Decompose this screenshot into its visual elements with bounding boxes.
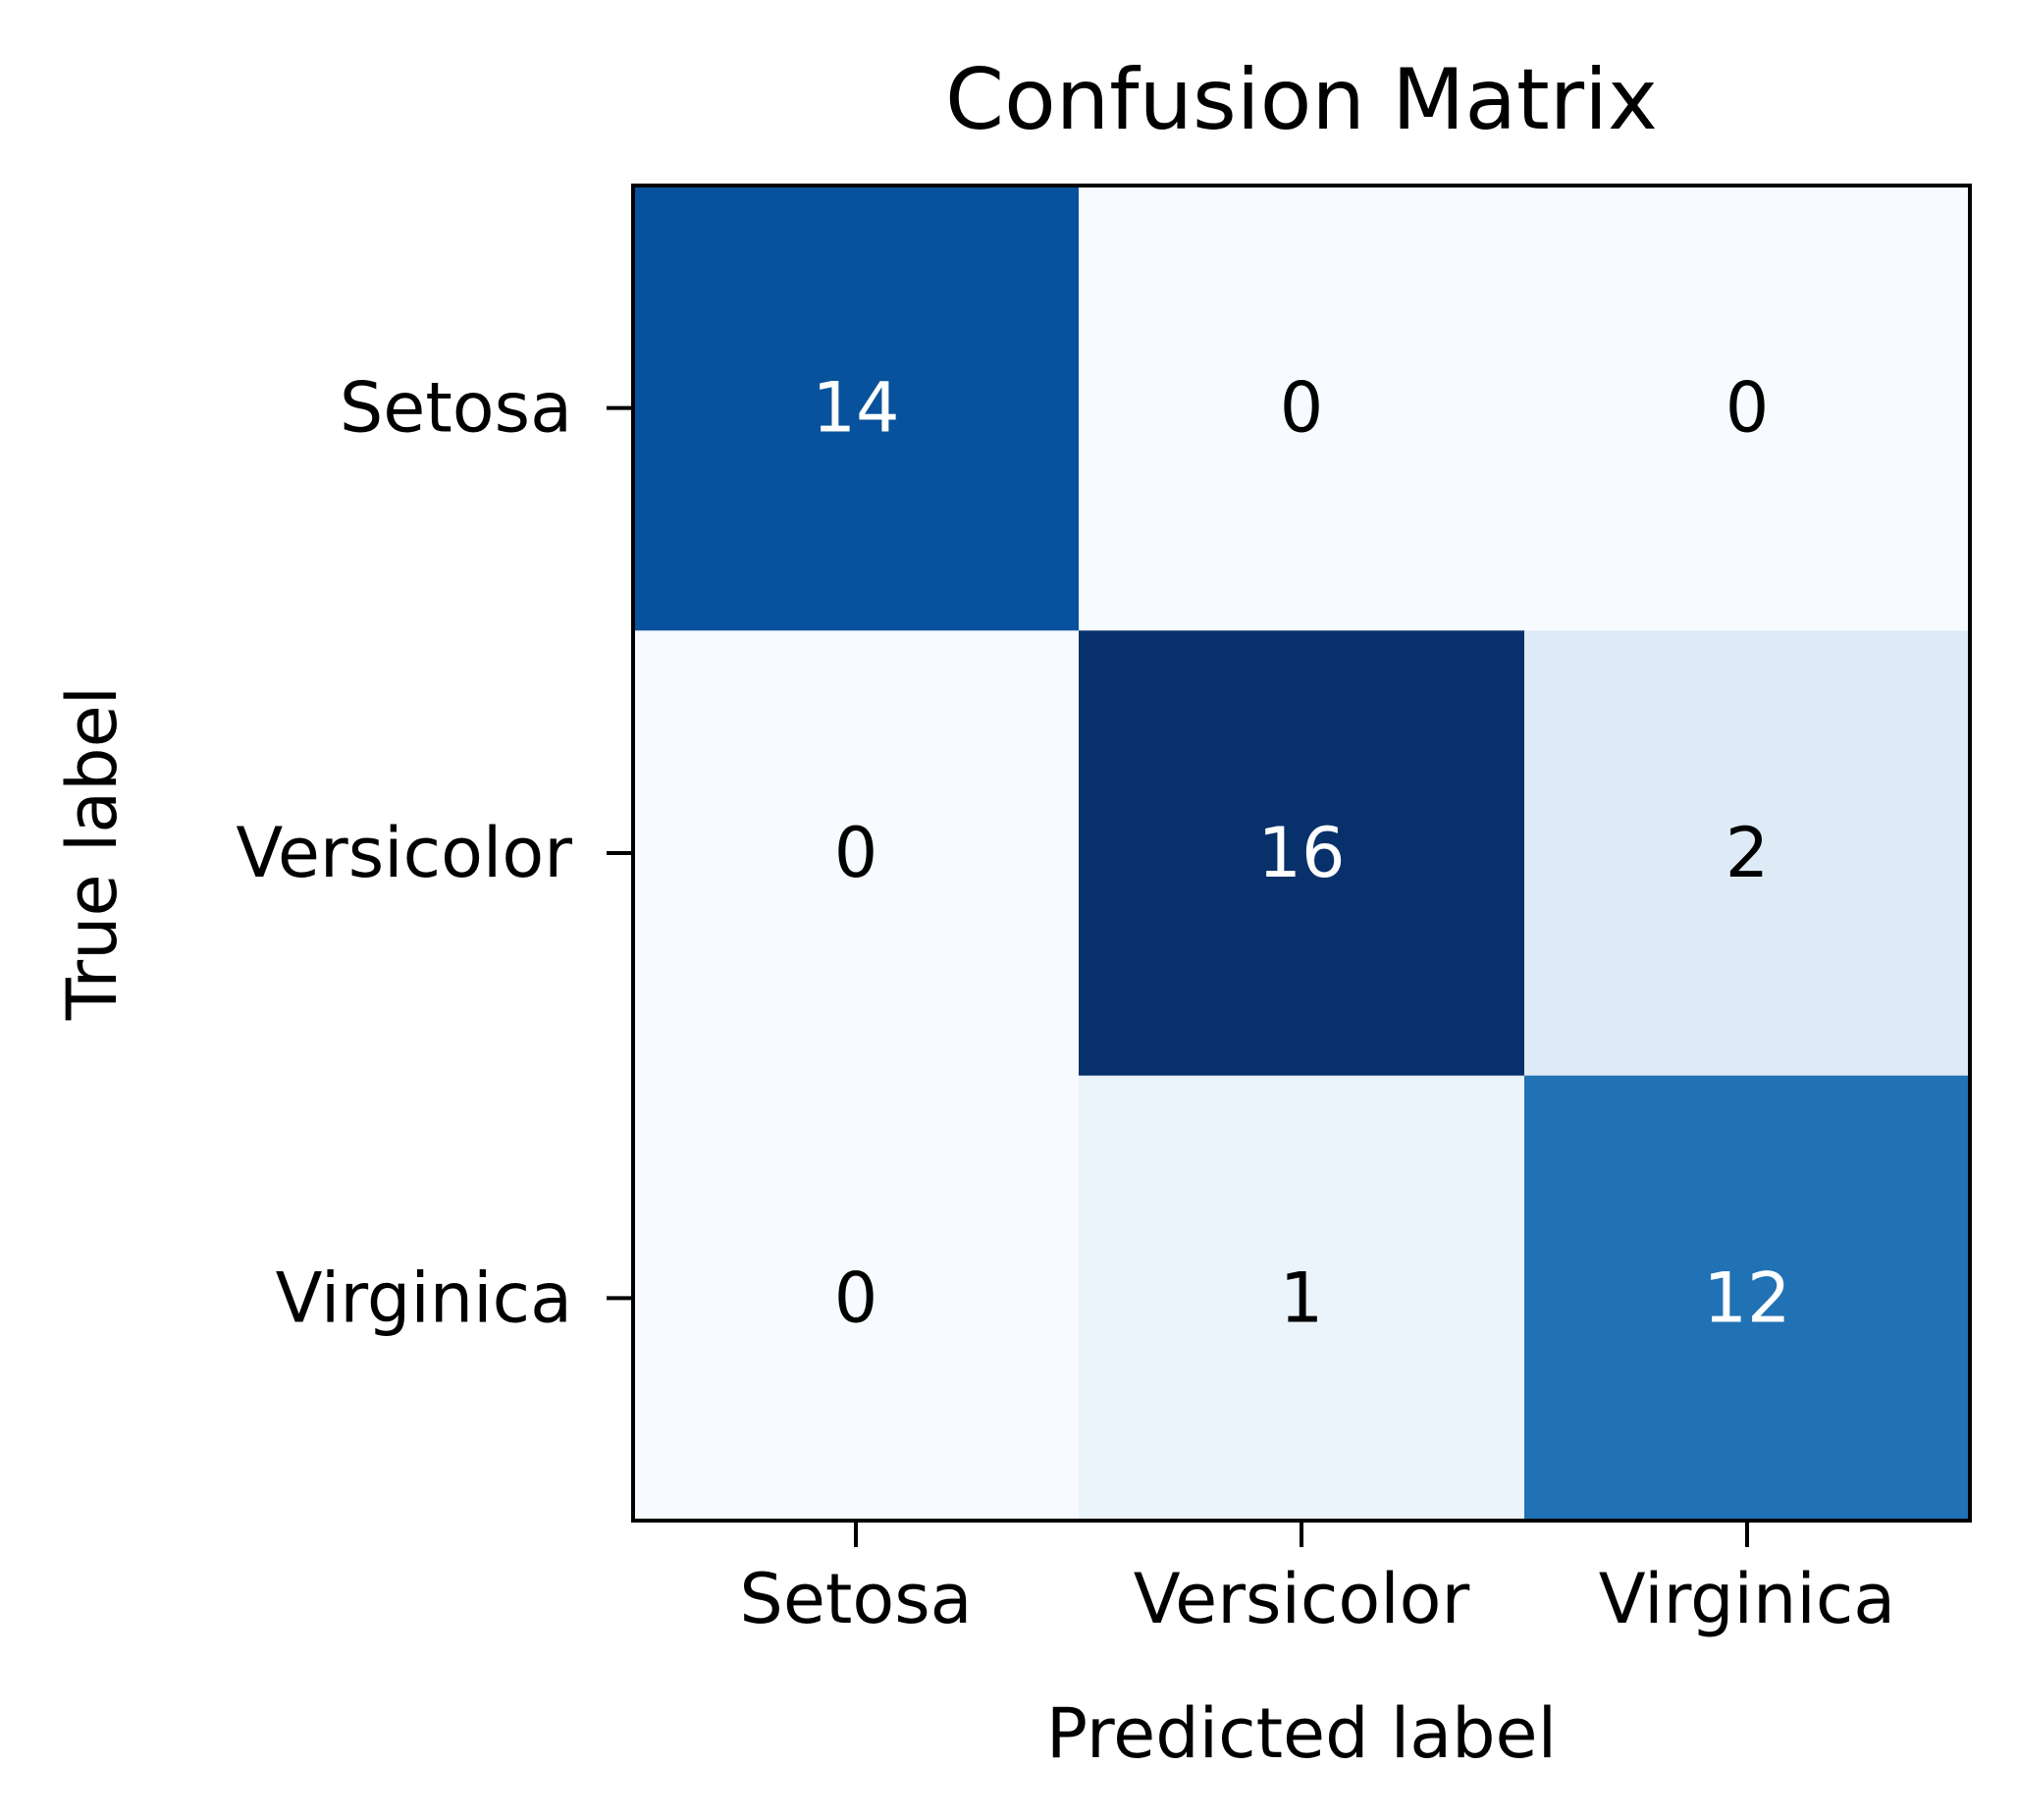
cell-value-label: 0 (1725, 368, 1770, 449)
cell-value-label: 14 (812, 368, 899, 449)
x-tick-label: Virginica (1599, 1559, 1895, 1639)
cell-value-label: 0 (834, 813, 878, 893)
heatmap-cells (633, 186, 1971, 1522)
x-axis-ticks: Setosa Versicolor Virginica (739, 1521, 1895, 1639)
heatmap-cell (633, 186, 1080, 631)
heatmap-cell (1079, 186, 1525, 631)
x-tick-label: Setosa (739, 1559, 972, 1639)
heatmap-cell (633, 630, 1080, 1077)
cell-value-label: 2 (1725, 813, 1770, 893)
heatmap-cell (1079, 1075, 1525, 1522)
heatmap-cell (1524, 1075, 1971, 1522)
y-tick-label: Setosa (340, 368, 572, 449)
y-tick-label: Virginica (276, 1258, 572, 1338)
heatmap-cell-labels: 14 0 0 0 16 2 0 1 12 (812, 368, 1790, 1339)
heatmap-cell (1524, 630, 1971, 1077)
heatmap-cell (1079, 630, 1525, 1077)
y-axis-label: True label (52, 686, 133, 1021)
cell-value-label: 0 (834, 1258, 878, 1338)
x-tick-label: Versicolor (1134, 1559, 1470, 1639)
cell-value-label: 16 (1257, 813, 1345, 893)
heatmap-cell (633, 1075, 1080, 1522)
y-axis-ticks: Setosa Versicolor Virginica (236, 368, 633, 1338)
chart-title: Confusion Matrix (945, 51, 1658, 149)
y-tick-label: Versicolor (236, 813, 572, 893)
cell-value-label: 12 (1703, 1258, 1790, 1338)
cell-value-label: 1 (1280, 1258, 1324, 1338)
heatmap-cell (1524, 186, 1971, 631)
x-axis-label: Predicted label (1046, 1693, 1557, 1774)
cell-value-label: 0 (1280, 368, 1324, 449)
